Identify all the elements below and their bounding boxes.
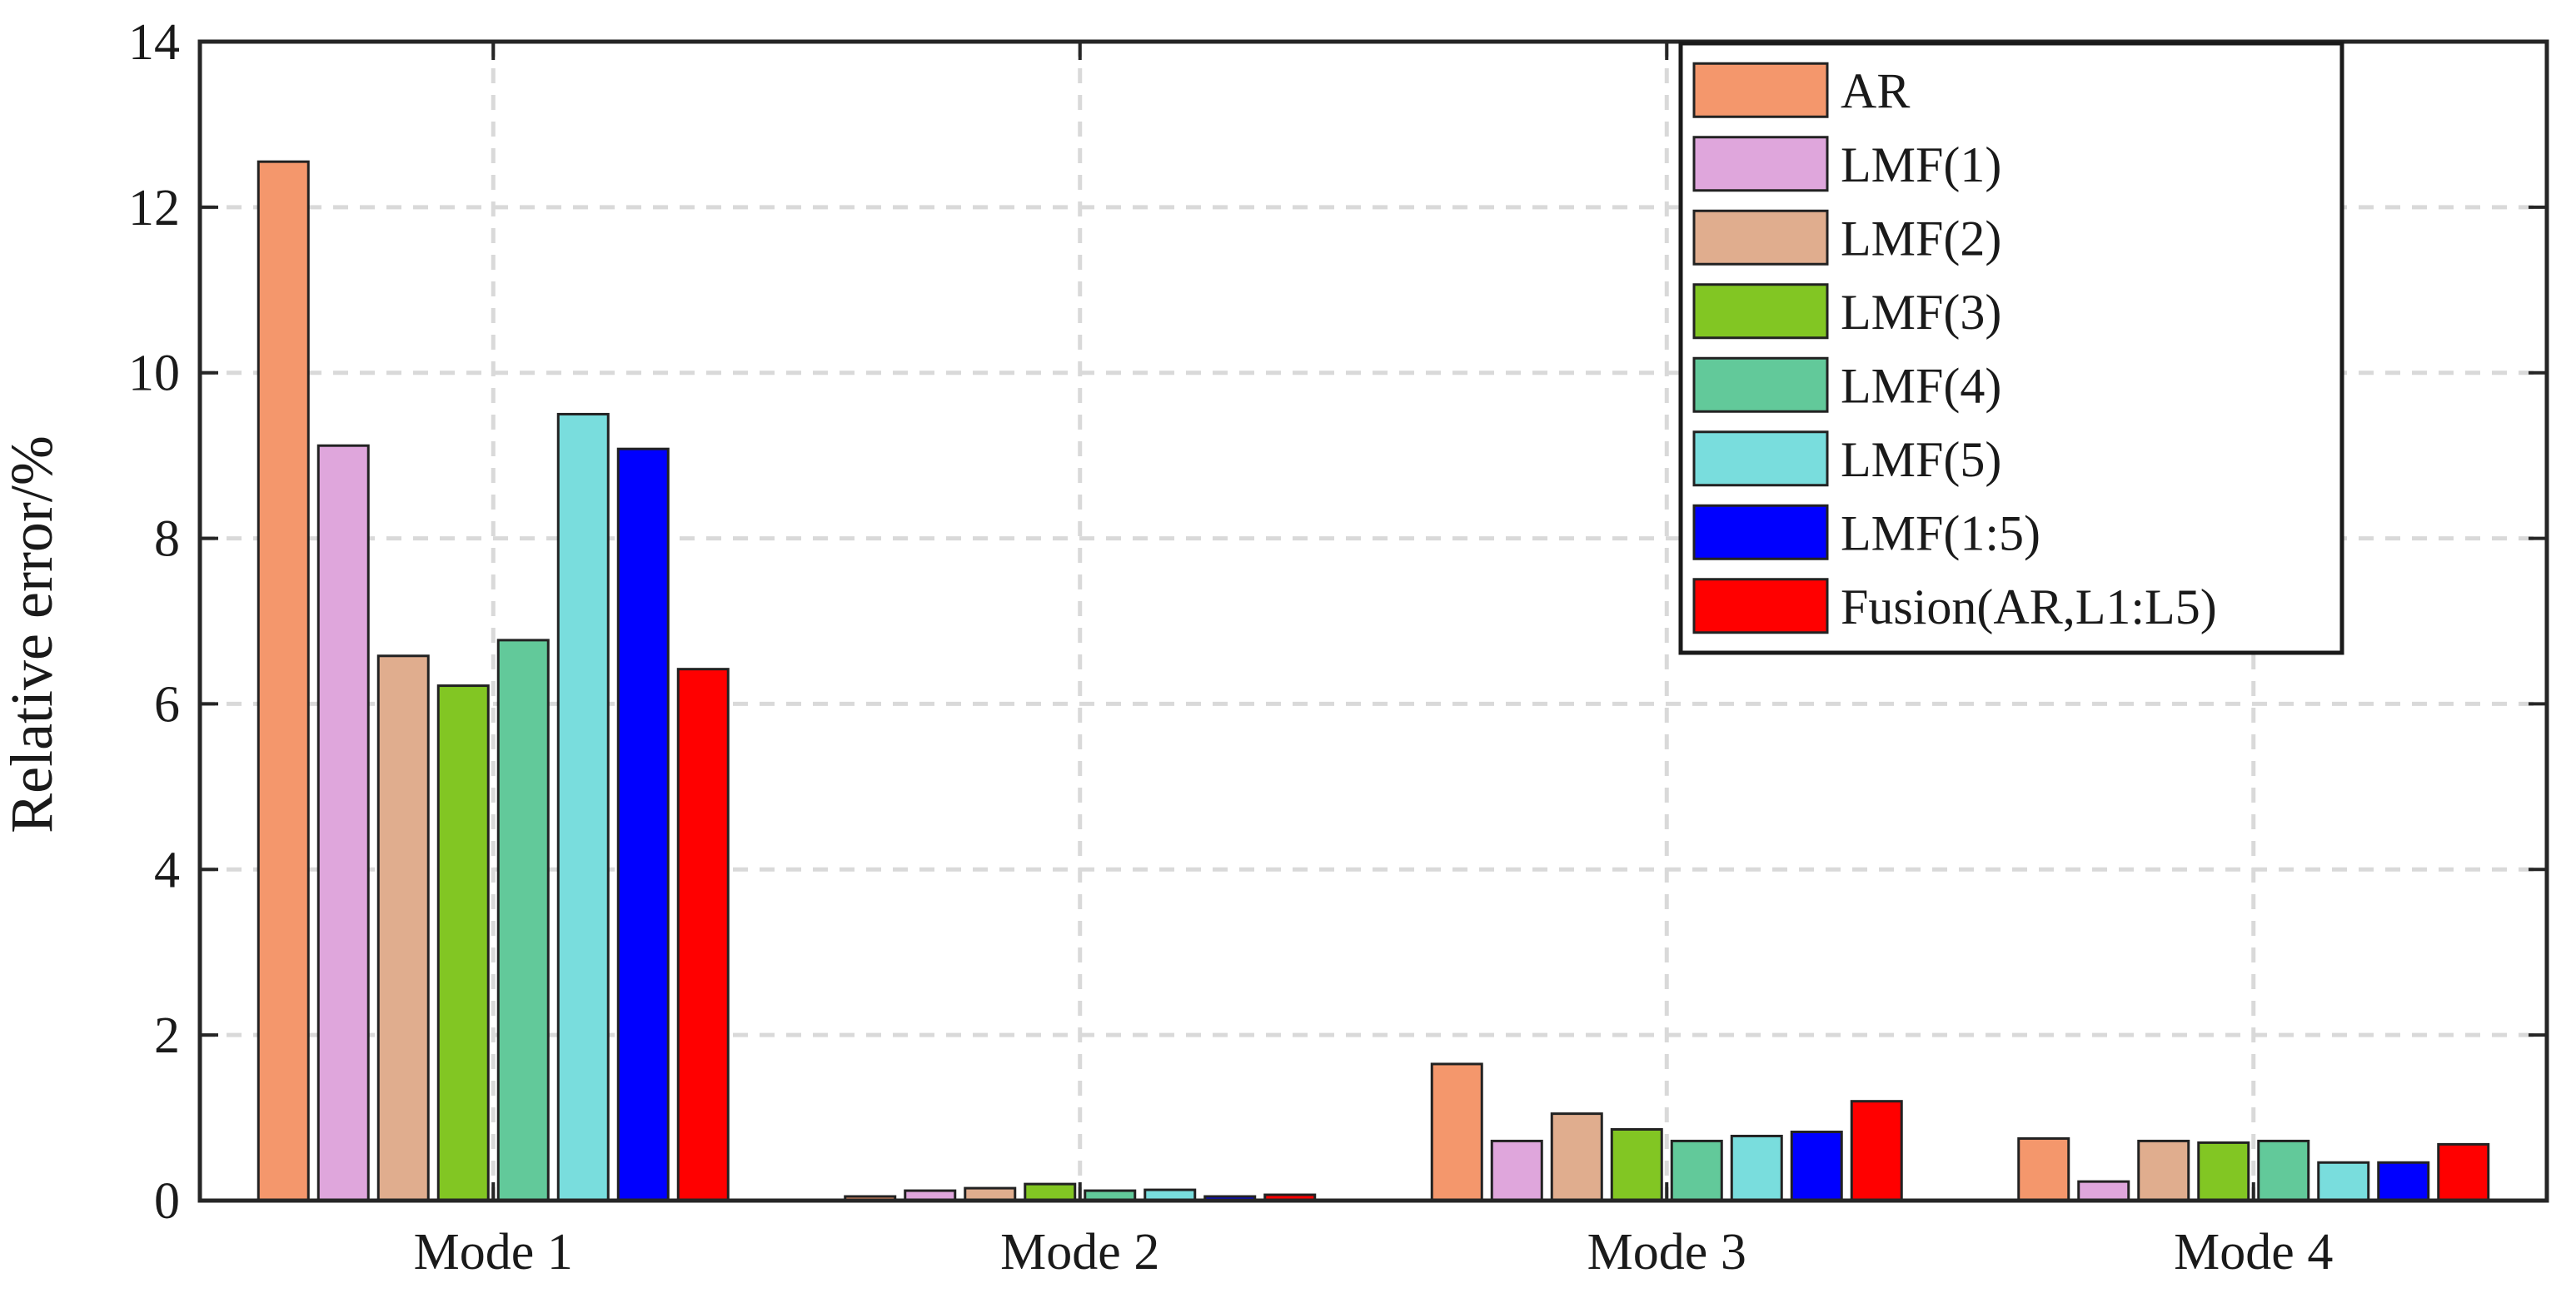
y-tick-label: 12 (128, 180, 180, 236)
bar (2077, 1180, 2130, 1202)
bar (1670, 1139, 1723, 1202)
bar (436, 684, 490, 1202)
x-tick-label: Mode 1 (414, 1224, 573, 1281)
bars (257, 160, 2490, 1202)
legend-swatch (1692, 356, 1829, 413)
y-tick-label: 6 (154, 676, 180, 733)
bar (2137, 1139, 2190, 1202)
bar (2437, 1142, 2490, 1202)
y-tick-label: 4 (154, 842, 180, 898)
bar (1850, 1100, 1903, 1202)
legend-swatch (1692, 283, 1829, 340)
bar (2197, 1141, 2250, 1202)
y-tick-label: 0 (154, 1173, 180, 1230)
legend-label: Fusion(AR,L1:L5) (1841, 579, 2217, 634)
legend-label: LMF(3) (1841, 285, 2001, 340)
legend-label: LMF(1:5) (1841, 505, 2040, 560)
y-axis-label: Relative error/% (0, 435, 65, 833)
x-tick-labels: Mode 1 Mode 2 Mode 3 Mode 4 (414, 1224, 2334, 1281)
x-tick-label: Mode 3 (1587, 1224, 1746, 1281)
bar (2317, 1161, 2370, 1202)
x-tick-label: Mode 2 (1000, 1224, 1159, 1281)
legend-swatch (1692, 504, 1829, 560)
bar (1430, 1062, 1483, 1202)
legend-label: LMF(2) (1841, 211, 2001, 266)
bar (257, 160, 310, 1202)
bar (2017, 1136, 2070, 1202)
y-tick-label: 8 (154, 511, 180, 568)
bar (556, 412, 610, 1202)
legend-swatch (1692, 136, 1829, 192)
x-tick-label: Mode 4 (2174, 1224, 2333, 1281)
bar (1550, 1112, 1603, 1202)
bar (496, 639, 550, 1202)
y-tick-label: 14 (128, 14, 180, 71)
legend-label: LMF(5) (1841, 432, 2001, 487)
bar (676, 668, 730, 1202)
axis-ticks (200, 40, 2547, 1202)
legend-swatch (1692, 209, 1829, 266)
plot-frame (197, 39, 2549, 1203)
y-tick-labels: 0 2 4 6 8 10 12 14 (128, 14, 180, 1230)
bar (316, 444, 370, 1202)
bar (1024, 1182, 1077, 1202)
bar (1730, 1134, 1783, 1202)
bar (2377, 1161, 2430, 1202)
legend-swatch (1692, 62, 1829, 118)
bar (1610, 1127, 1663, 1202)
bar (1790, 1130, 1843, 1202)
legend-box (1678, 41, 2344, 655)
y-tick-label: 2 (154, 1007, 180, 1064)
y-tick-label: 10 (128, 346, 180, 402)
bar (1490, 1139, 1543, 1202)
legend: AR LMF(1) LMF(2) LMF(3) LMF(4) LMF(5) LMF(1:5)… (1678, 41, 2344, 655)
legend-swatch (1692, 578, 1829, 634)
bar (376, 654, 430, 1202)
bar (616, 447, 670, 1202)
legend-label: LMF(4) (1841, 358, 2001, 413)
legend-label: AR (1841, 63, 1910, 118)
bar (2257, 1139, 2310, 1202)
legend-label: LMF(1) (1841, 137, 2001, 192)
legend-swatch (1692, 430, 1829, 487)
